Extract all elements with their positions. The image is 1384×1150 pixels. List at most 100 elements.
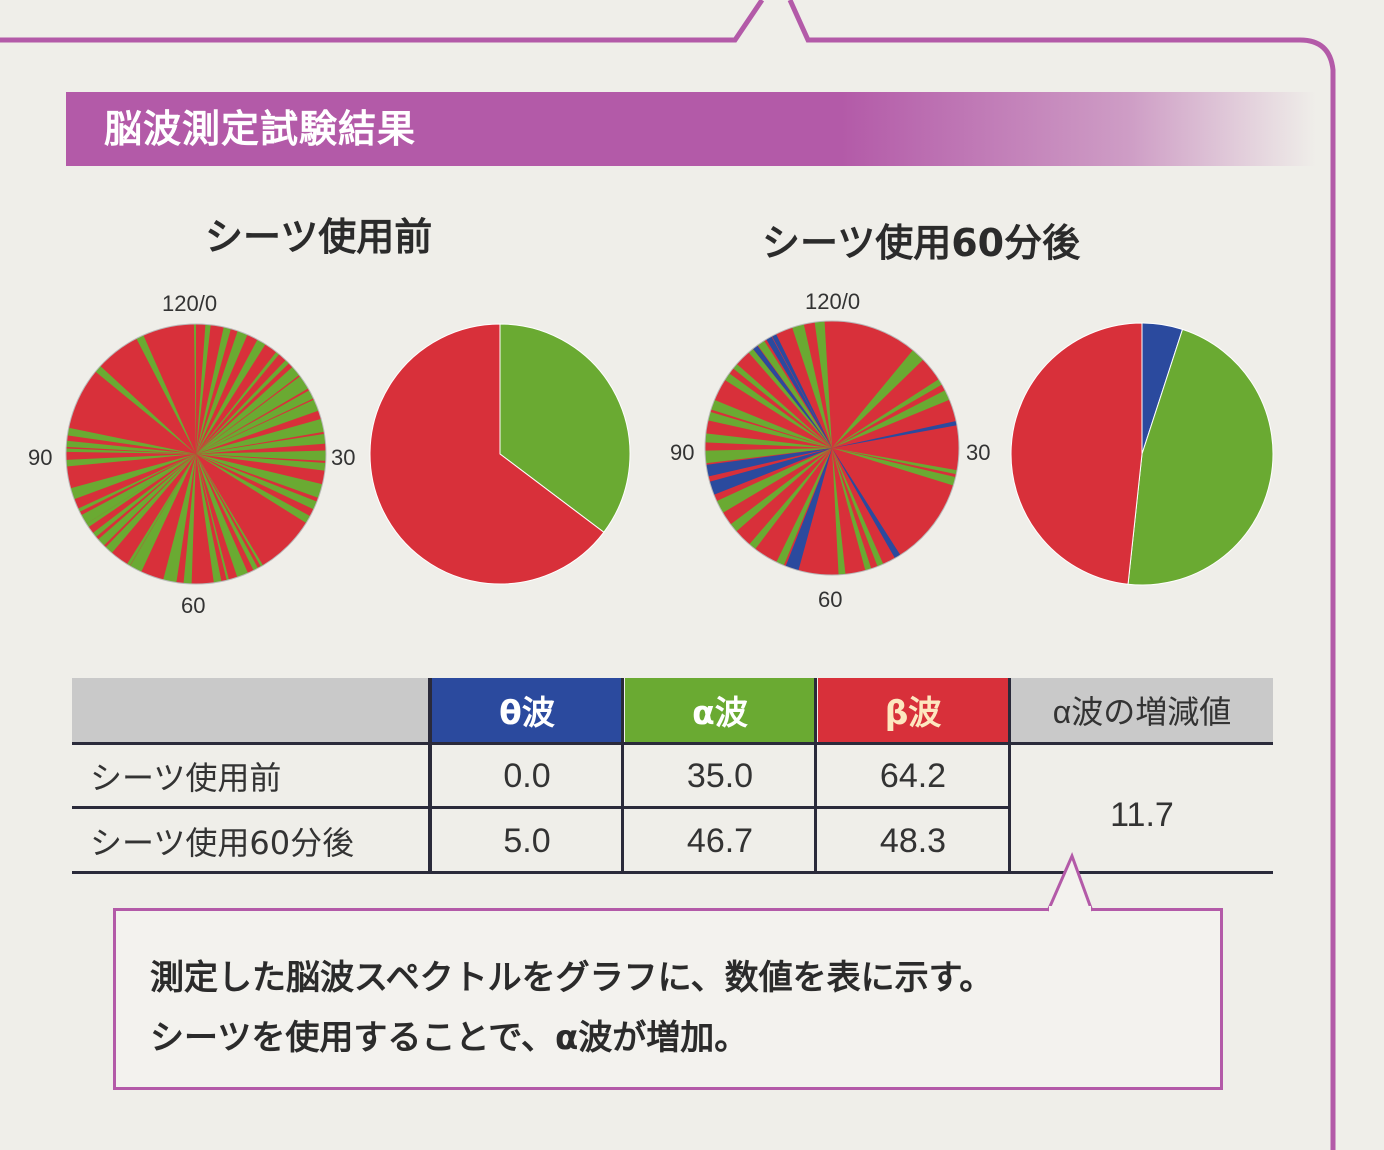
polar-spoke-alpha [196,366,300,454]
polar-spoke-alpha [126,454,196,566]
table-header-theta: θ波 [432,678,622,742]
polar-spoke-alpha [832,448,884,567]
table-rule [1008,678,1011,874]
table-cell-beta: 64.2 [879,756,947,795]
polar-spoke-alpha [832,448,872,571]
polar-spoke-alpha [163,454,196,583]
summary-line-1: 測定した脳波スペクトルをグラフに、数値を表に示す。 [150,958,994,998]
polar-spoke-alpha [196,454,248,578]
polar-spoke-alpha [196,450,326,461]
pie-slice-beta [369,323,605,585]
polar-spoke-alpha [792,324,832,448]
polar-spoke-alpha [66,448,197,454]
polar-spoke-alpha [95,366,196,454]
polar-spoke-theta [771,333,832,448]
chart-title-after: シーツ使用60分後 [762,221,1081,265]
pie-slice-beta [1010,322,1143,585]
tick-label: 60 [818,587,843,612]
polar-spoke-alpha [757,340,832,448]
polar-spoke-alpha [196,418,325,454]
polar-spoke-alpha [196,326,231,454]
table-rule [72,871,1273,874]
frame-outline [0,0,1336,1150]
table-header-alpha: α波 [625,678,815,742]
polar-spoke-alpha [196,454,311,523]
polar-spoke-alpha [733,363,832,448]
table-cell-alpha: 46.7 [686,821,754,860]
table-row-label: シーツ使用前 [90,759,282,797]
polar-spoke-theta [752,345,832,448]
polar-spoke-alpha [81,454,196,524]
polar-spoke-alpha [832,448,958,475]
tick-label: 90 [28,445,53,470]
polar-spoke-alpha [196,376,309,454]
polar-spoke-theta [706,448,832,477]
polar-spoke-alpha [86,454,196,528]
polar-spoke-alpha [196,324,211,454]
polar-outline [704,320,960,576]
polar-spoke-alpha [193,324,196,454]
table-cell-alpha: 35.0 [686,756,754,795]
polar-spoke-alpha [78,454,196,512]
table-rule [428,678,432,874]
polar-spoke-alpha [183,454,196,584]
polar-spoke-alpha [196,454,323,498]
tick-label: 60 [181,593,206,618]
polar-spoke-alpha [716,448,832,513]
polar-spoke-alpha [196,454,317,510]
polar-spoke-alpha [776,448,832,566]
table-rule [814,678,817,874]
polar-spoke-alpha [196,330,248,454]
polar-spoke-alpha [196,454,264,567]
polar-spoke-alpha [136,335,196,454]
polar-spoke-alpha [105,454,196,554]
table-row-label: シーツ使用60分後 [90,824,355,862]
polar-spoke-alpha [196,399,319,454]
summary-line-2: シーツを使用することで、α波が増加。 [150,1018,749,1058]
table-header-blank [72,678,429,742]
tick-label: 120/0 [805,289,861,314]
table-header-beta: β波 [818,678,1008,742]
polar-spoke-theta [766,336,832,448]
polar-spoke-alpha [196,454,222,583]
table-cell-alpha-change: 11.7 [1110,795,1174,834]
polar-spoke-alpha [832,448,846,575]
tick-label: 30 [331,445,356,470]
polar-spoke-alpha [724,373,832,448]
polar-spoke-theta [832,448,901,559]
table-cell-theta: 5.0 [503,821,551,860]
polar-spoke-alpha [832,448,956,486]
polar-spoke-alpha [708,411,832,448]
polar-spoke-alpha [196,433,326,454]
polar-spoke-alpha [92,454,196,538]
pie-slice-alpha [1127,328,1274,586]
polar-spoke-alpha [832,390,950,448]
table-rule [621,678,624,874]
polar-spoke-alpha [196,390,314,454]
polar-spoke-alpha [196,339,266,454]
polar-spoke-alpha [705,433,832,448]
table-header-alpha-change: α波の増減値 [1011,678,1273,742]
polar-spoke-theta [832,420,957,448]
charts-layer [65,320,1274,586]
section-title: 脳波測定試験結果 [66,92,1316,166]
polar-spoke-alpha [832,350,924,448]
summary-callout [113,908,1223,1090]
polar-spoke-alpha [98,454,196,546]
polar-spoke-alpha [70,454,196,500]
chart-title-before: シーツ使用前 [205,215,433,259]
polar-spoke-alpha [705,448,832,464]
polar-spoke-alpha [730,448,832,532]
polar-spoke-alpha [814,321,832,448]
polar-spoke-theta [785,448,832,571]
polar-spoke-alpha [748,348,832,448]
table-rule [72,806,1011,809]
polar-spoke-alpha [832,379,943,448]
polar-spoke-alpha [196,454,259,571]
polar-outline [65,323,327,585]
table-rule [72,742,1273,745]
table-cell-beta: 48.3 [879,821,947,860]
polar-spoke-theta [709,448,832,495]
